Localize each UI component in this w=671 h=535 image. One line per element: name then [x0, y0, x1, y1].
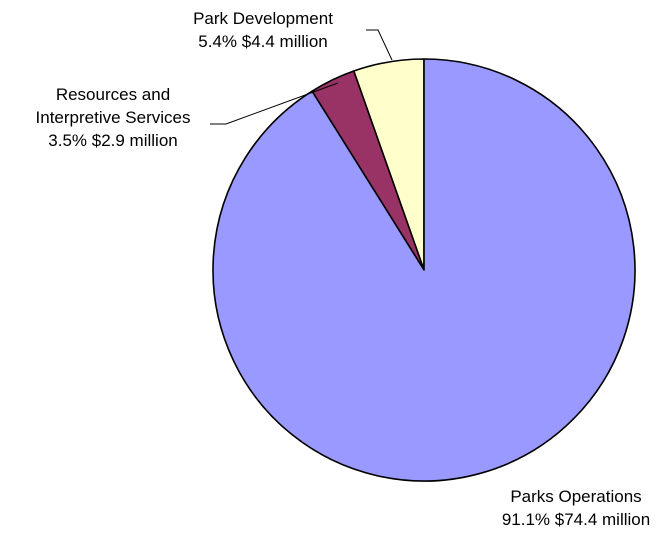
slice-label-line: Parks Operations	[510, 487, 641, 506]
slice-label-line: Interpretive Services	[36, 108, 191, 127]
slice-label-line: 3.5% $2.9 million	[48, 131, 177, 150]
pie-slices	[212, 58, 636, 482]
leader-line	[366, 29, 393, 61]
slice-label: Park Development 5.4% $4.4 million	[193, 9, 333, 51]
slice-label: Parks Operations 91.1% $74.4 million	[502, 487, 650, 529]
slice-label-line: 91.1% $74.4 million	[502, 510, 650, 529]
slice-label-line: Resources and	[56, 85, 170, 104]
pie-slice-parks-operations	[212, 58, 636, 482]
slice-label: Resources and Interpretive Services 3.5% $…	[36, 85, 191, 150]
slice-label-line: Park Development	[193, 9, 333, 28]
leader-line	[210, 82, 339, 125]
slice-label-line: 5.4% $4.4 million	[198, 32, 327, 51]
leader-lines	[210, 29, 393, 125]
slice-labels: Park Development 5.4% $4.4 million Resourc…	[36, 9, 651, 529]
